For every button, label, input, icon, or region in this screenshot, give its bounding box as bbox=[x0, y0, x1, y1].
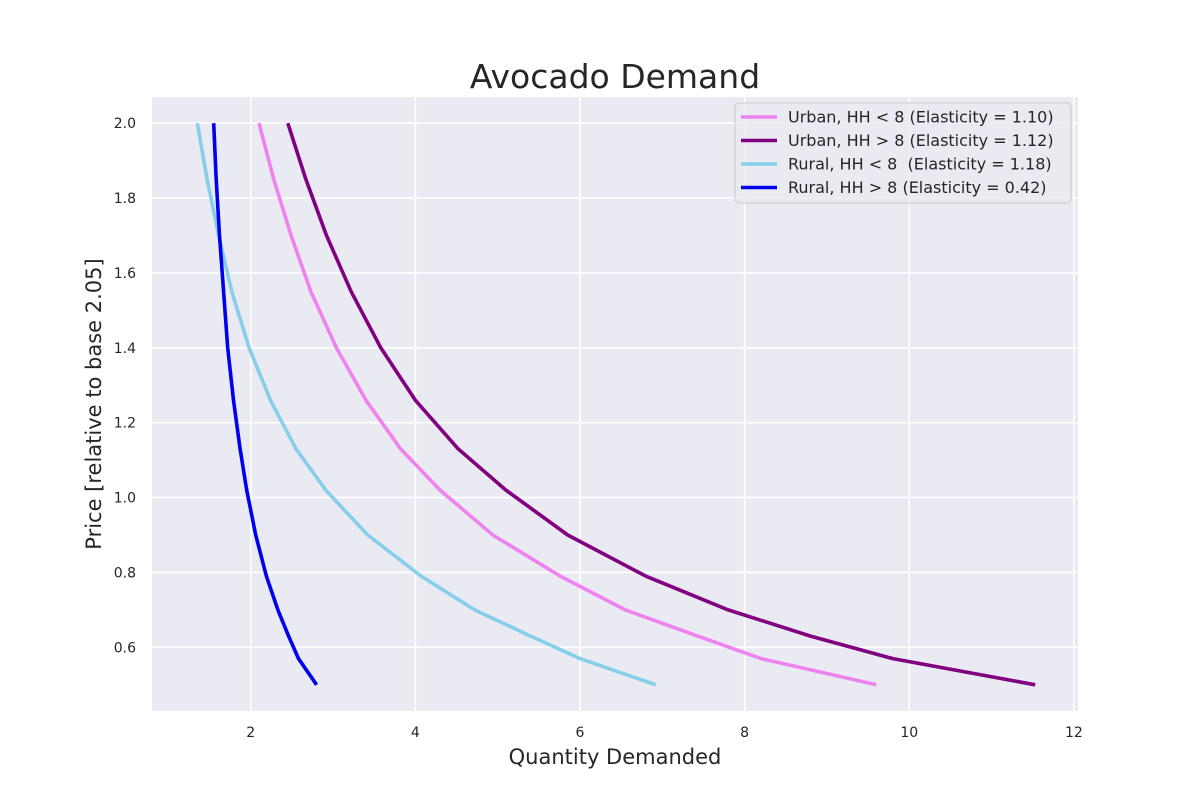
x-tick-label: 10 bbox=[900, 725, 918, 741]
x-tick-label: 8 bbox=[740, 725, 749, 741]
x-tick-label: 12 bbox=[1065, 725, 1083, 741]
grid-lines bbox=[152, 97, 1078, 711]
chart-title: Avocado Demand bbox=[470, 57, 760, 96]
y-tick-label: 0.8 bbox=[114, 565, 136, 581]
y-tick-label: 1.0 bbox=[114, 491, 136, 507]
legend-label-2: Urban, HH > 8 (Elasticity = 1.12) bbox=[788, 131, 1054, 150]
y-tick-label: 1.6 bbox=[114, 266, 136, 282]
y-tick-label: 1.2 bbox=[114, 416, 136, 432]
legend: Urban, HH < 8 (Elasticity = 1.10) Urban, … bbox=[734, 102, 1072, 204]
x-tick-label: 4 bbox=[411, 725, 420, 741]
x-axis-title: Quantity Demanded bbox=[509, 745, 722, 769]
legend-label-4: Rural, HH > 8 (Elasticity = 0.42) bbox=[788, 178, 1047, 197]
y-axis-title: Price [relative to base 2.05] bbox=[82, 258, 106, 549]
y-tick-label: 2.0 bbox=[114, 116, 136, 132]
series-line-4 bbox=[211, 123, 319, 686]
legend-label-3: Rural, HH < 8 (Elasticity = 1.18) bbox=[788, 155, 1052, 174]
legend-label-1: Urban, HH < 8 (Elasticity = 1.10) bbox=[788, 108, 1054, 127]
tick-labels: 2 4 6 8 10 12 0.6 0.8 1.0 1.2 1.4 1.6 1.8 2.0 bbox=[114, 116, 1083, 741]
y-tick-label: 1.8 bbox=[114, 191, 136, 207]
series-lines bbox=[195, 122, 1036, 687]
x-tick-label: 2 bbox=[246, 725, 255, 741]
y-tick-label: 1.4 bbox=[114, 341, 136, 357]
legend-box bbox=[734, 102, 1072, 204]
series-line-1 bbox=[257, 122, 877, 687]
x-tick-label: 6 bbox=[576, 725, 585, 741]
y-tick-label: 0.6 bbox=[114, 640, 136, 656]
series-line-2 bbox=[286, 122, 1036, 687]
